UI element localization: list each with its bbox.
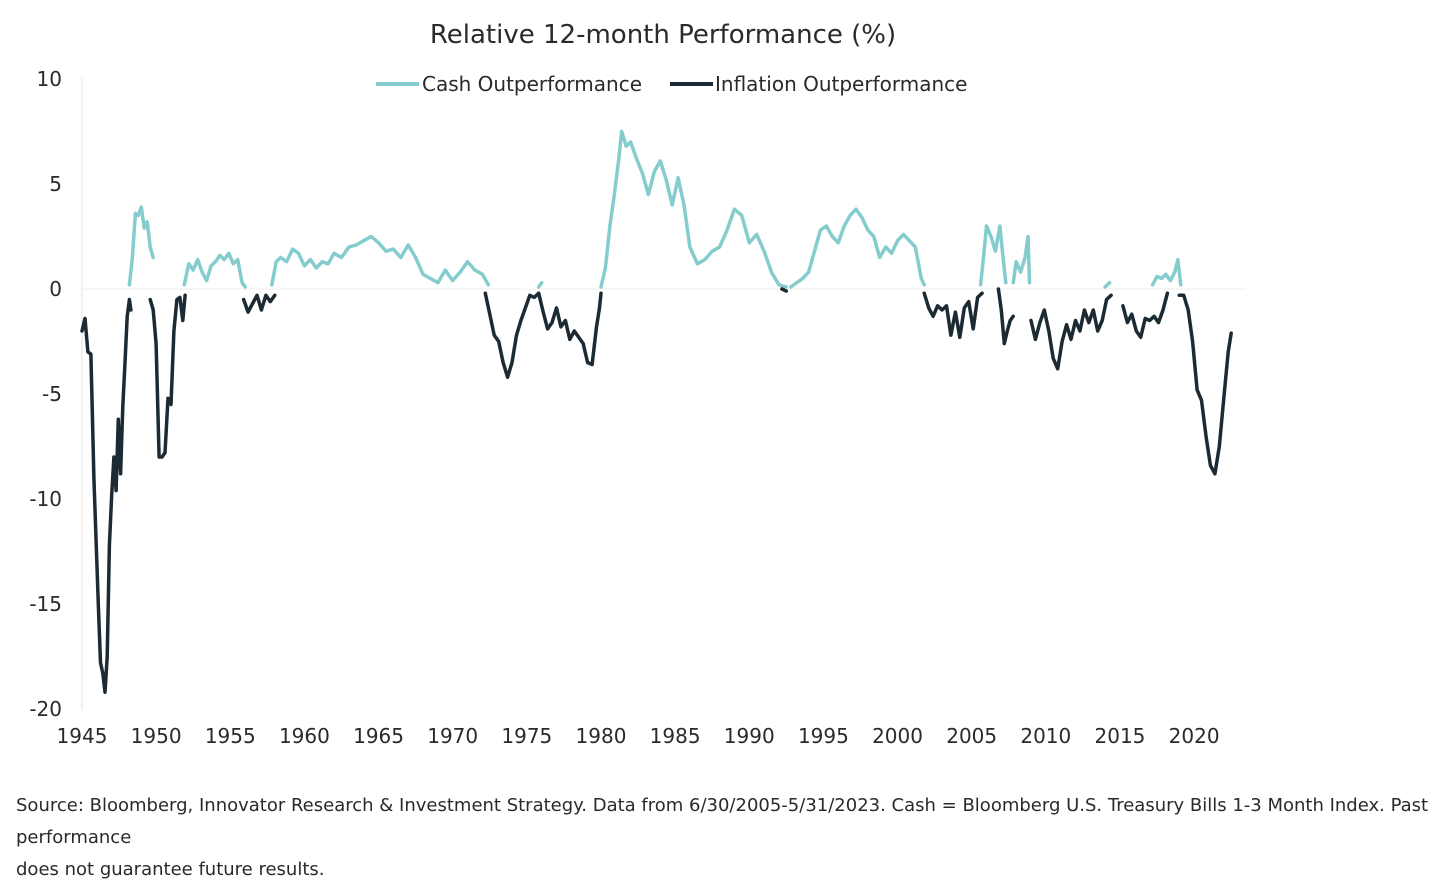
x-tick-label: 1960 — [279, 724, 330, 748]
chart-title: Relative 12-month Performance (%) — [430, 20, 896, 50]
series-cash-outperformance — [127, 129, 1183, 289]
footnote-line-2: does not guarantee future results. — [16, 859, 325, 880]
series-line-cash-outperformance — [599, 129, 789, 289]
y-tick-label: -5 — [42, 382, 62, 406]
axes — [81, 78, 1246, 710]
chart: Relative 12-month Performance (%) Cash O… — [29, 20, 1246, 748]
series-line-cash-outperformance — [789, 207, 926, 289]
series-line-inflation-outperformance — [1177, 293, 1233, 476]
series-line-cash-outperformance — [182, 251, 247, 289]
x-tick-label: 1980 — [576, 724, 627, 748]
legend-label-inflation: Inflation Outperformance — [715, 72, 967, 96]
series-layer — [80, 129, 1233, 694]
x-tick-label: 2015 — [1095, 724, 1146, 748]
series-line-cash-outperformance — [127, 205, 155, 287]
series-line-cash-outperformance — [536, 280, 544, 289]
x-tick-label: 1995 — [798, 724, 849, 748]
x-tick-label: 2020 — [1169, 724, 1220, 748]
y-tick-label: 0 — [49, 277, 62, 301]
x-tick-label: 1955 — [205, 724, 256, 748]
series-line-cash-outperformance — [978, 224, 1008, 287]
series-line-inflation-outperformance — [1121, 291, 1170, 340]
y-tick-label: 5 — [49, 172, 62, 196]
series-line-inflation-outperformance — [80, 297, 133, 694]
x-tick-label: 1990 — [724, 724, 775, 748]
x-tick-label: 1965 — [353, 724, 404, 748]
series-line-cash-outperformance — [1103, 280, 1112, 289]
series-line-cash-outperformance — [270, 234, 491, 287]
y-tick-label: 10 — [37, 67, 62, 91]
series-line-inflation-outperformance — [148, 293, 187, 459]
x-tick-label: 1985 — [650, 724, 701, 748]
x-tick-label: 1945 — [57, 724, 108, 748]
x-tick-label: 1970 — [427, 724, 478, 748]
y-tick-label: -15 — [29, 592, 62, 616]
series-line-inflation-outperformance — [996, 287, 1015, 346]
series-line-inflation-outperformance — [922, 291, 984, 340]
series-line-inflation-outperformance — [241, 293, 277, 314]
series-line-cash-outperformance — [1150, 257, 1183, 287]
legend: Cash Outperformance Inflation Outperform… — [376, 72, 967, 96]
x-tick-label: 1975 — [501, 724, 552, 748]
series-inflation-outperformance — [80, 287, 1233, 694]
footnote-line-1: Source: Bloomberg, Innovator Research & … — [16, 795, 1429, 848]
series-line-inflation-outperformance — [1029, 293, 1113, 371]
x-tick-label: 2000 — [872, 724, 923, 748]
x-tick-label: 2010 — [1020, 724, 1071, 748]
x-tick-label: 1950 — [131, 724, 182, 748]
series-line-inflation-outperformance — [483, 291, 603, 379]
series-line-cash-outperformance — [1011, 234, 1032, 285]
y-tick-label: -10 — [29, 487, 62, 511]
series-line-inflation-outperformance — [780, 287, 789, 293]
y-tick-label: -20 — [29, 697, 62, 721]
x-tick-label: 2005 — [946, 724, 997, 748]
x-tick-labels: 1945 1950 1955 1960 1965 1970 1975 1980 1985 1990… — [57, 724, 1220, 748]
legend-label-cash: Cash Outperformance — [422, 72, 642, 96]
source-footnote: Source: Bloomberg, Innovator Research & … — [16, 790, 1436, 886]
y-tick-labels: 10 5 0 -5 -10 -15 -20 — [29, 67, 62, 721]
